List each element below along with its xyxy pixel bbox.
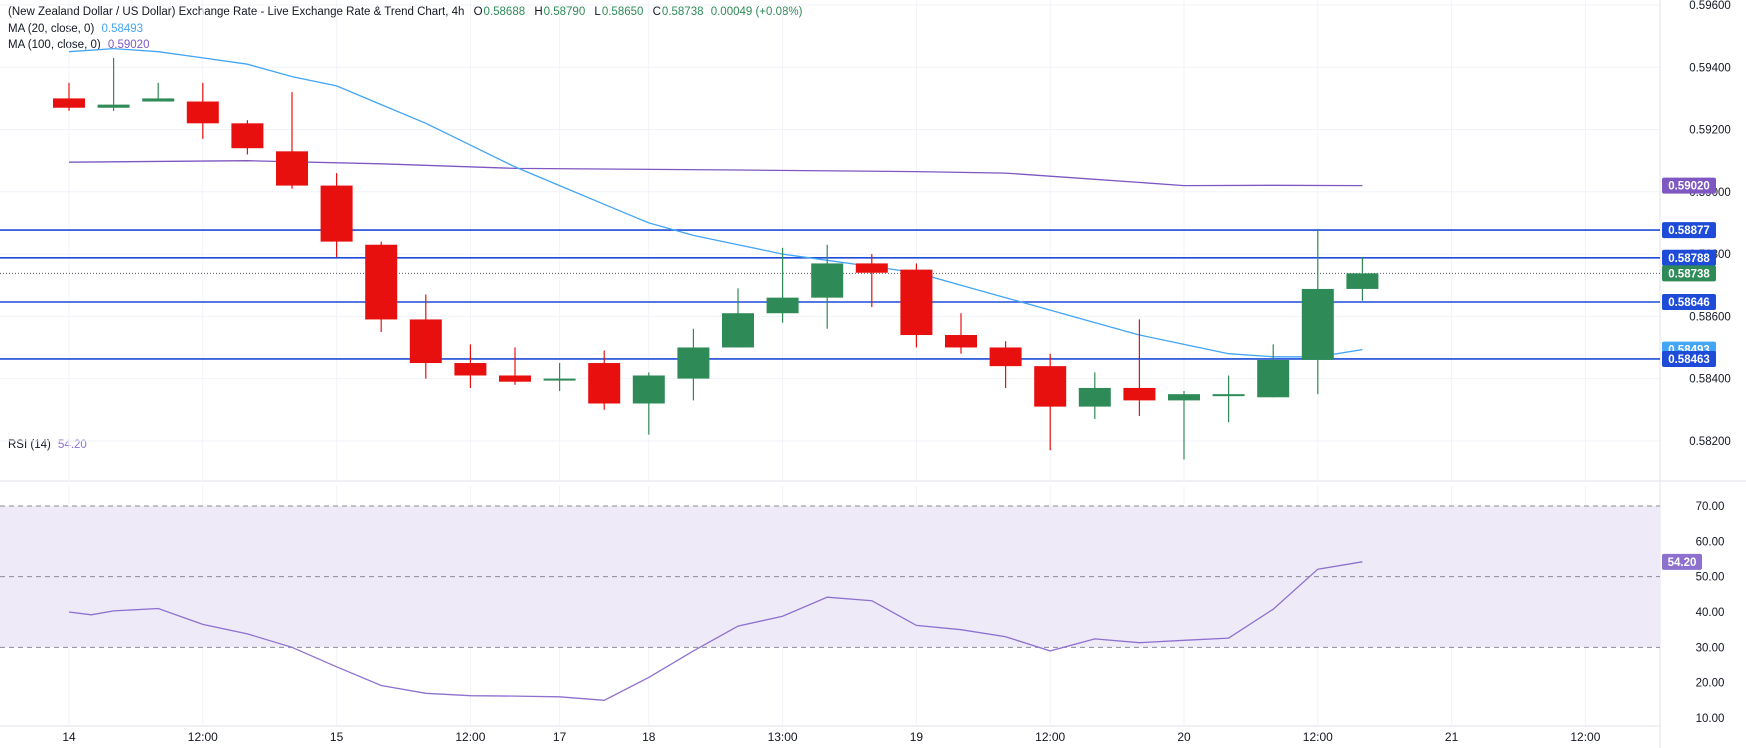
time-axis-label-4: 17 bbox=[553, 730, 567, 744]
candle-body-23 bbox=[1078, 387, 1111, 407]
price-tag-1: 0.58877 bbox=[1668, 225, 1710, 237]
price-axis-label-5: 0.58600 bbox=[1689, 311, 1731, 323]
price-tag-0: 0.59020 bbox=[1668, 181, 1710, 193]
ohlc-close-value: 0.58738 bbox=[661, 6, 704, 18]
candle-body-28 bbox=[1301, 288, 1334, 360]
ohlc-high-label: H bbox=[534, 6, 543, 18]
ohlc-open-label: O bbox=[473, 6, 483, 18]
candle-body-19 bbox=[900, 269, 933, 336]
price-tag-bg-4 bbox=[1662, 294, 1716, 311]
time-axis-label-3: 12:00 bbox=[455, 730, 485, 744]
price-tag-bg-6 bbox=[1662, 350, 1716, 367]
time-axis-label-8: 12:00 bbox=[1035, 730, 1065, 744]
rsi-value: 54.20 bbox=[58, 439, 87, 451]
ma100-line bbox=[68, 160, 1363, 187]
ohlc-change: 0.00049 (+0.08%) bbox=[710, 6, 803, 18]
rsi-axis-label-6: 10.00 bbox=[1696, 713, 1725, 725]
candle-body-20 bbox=[945, 335, 977, 348]
candle-body-24 bbox=[1123, 387, 1156, 401]
ma100-value: 0.59020 bbox=[107, 39, 150, 51]
rsi-tag: 54.20 bbox=[1668, 557, 1697, 569]
price-axis-label-1: 0.59400 bbox=[1689, 62, 1731, 74]
candle-body-4 bbox=[231, 123, 264, 149]
time-axis-label-7: 19 bbox=[910, 730, 924, 744]
chart-title-row: (New Zealand Dollar / US Dollar) Exchang… bbox=[8, 6, 802, 18]
candle-body-9 bbox=[454, 363, 487, 376]
price-axis-label-0: 0.59600 bbox=[1689, 0, 1731, 12]
ma100-label: MA (100, close, 0) bbox=[8, 39, 101, 51]
rsi-axis-label-1: 60.00 bbox=[1696, 536, 1725, 548]
ma20-legend[interactable]: MA (20, close, 0) 0.58493 bbox=[8, 23, 143, 35]
ohlc-open-value: 0.58688 bbox=[483, 6, 526, 18]
rsi-label: RSI (14) bbox=[8, 439, 51, 451]
price-tag-bg-0 bbox=[1662, 177, 1716, 194]
candle-body-7 bbox=[365, 244, 398, 320]
ma20-value: 0.58493 bbox=[101, 23, 144, 35]
price-axis-label-6: 0.58400 bbox=[1689, 374, 1731, 386]
candle-body-5 bbox=[276, 151, 308, 186]
candle-body-29 bbox=[1346, 273, 1379, 289]
price-tag-2: 0.58788 bbox=[1668, 253, 1710, 265]
candle-body-16 bbox=[766, 297, 799, 314]
price-tag-6: 0.58463 bbox=[1668, 354, 1710, 366]
price-axis-label-7: 0.58200 bbox=[1689, 436, 1731, 448]
candle-body-2 bbox=[142, 98, 175, 102]
time-axis-label-6: 13:00 bbox=[768, 730, 798, 744]
price-tag-4: 0.58646 bbox=[1668, 297, 1710, 309]
time-axis-label-9: 20 bbox=[1177, 730, 1191, 744]
candle-body-18 bbox=[855, 263, 888, 273]
candle-body-27 bbox=[1257, 359, 1290, 398]
ma20-line bbox=[68, 47, 1363, 358]
candle-body-14 bbox=[677, 347, 710, 379]
price-axis-label-2: 0.59200 bbox=[1689, 125, 1731, 137]
price-tag-bg-3 bbox=[1662, 265, 1716, 282]
time-axis-label-2: 15 bbox=[330, 730, 344, 744]
candle-body-3 bbox=[186, 101, 219, 124]
time-axis-label-1: 12:00 bbox=[188, 730, 218, 744]
candle-body-11 bbox=[543, 378, 576, 381]
time-axis-label-0: 14 bbox=[62, 730, 76, 744]
time-axis-label-11: 21 bbox=[1445, 730, 1459, 744]
rsi-legend[interactable]: RSI (14) 54.20 bbox=[8, 439, 87, 451]
ma20-label: MA (20, close, 0) bbox=[8, 23, 95, 35]
candle-body-25 bbox=[1168, 394, 1200, 401]
ma100-legend[interactable]: MA (100, close, 0) 0.59020 bbox=[8, 39, 149, 51]
time-axis-label-12: 12:00 bbox=[1570, 730, 1600, 744]
candle-body-10 bbox=[499, 375, 531, 382]
rsi-axis-label-2: 50.00 bbox=[1696, 572, 1725, 584]
time-axis-label-5: 18 bbox=[642, 730, 656, 744]
candle-body-21 bbox=[989, 347, 1022, 367]
candle-body-8 bbox=[409, 319, 442, 364]
ohlc-low-value: 0.58650 bbox=[601, 6, 644, 18]
ohlc-high-value: 0.58790 bbox=[543, 6, 586, 18]
candle-body-26 bbox=[1212, 394, 1245, 397]
candle-body-1 bbox=[97, 104, 130, 108]
candle-body-12 bbox=[588, 363, 621, 404]
candle-body-17 bbox=[811, 263, 844, 298]
rsi-axis-label-0: 70.00 bbox=[1696, 501, 1725, 513]
candle-body-13 bbox=[632, 375, 665, 404]
price-tag-3: 0.58738 bbox=[1668, 268, 1710, 280]
candle-body-15 bbox=[722, 313, 754, 348]
candle-body-6 bbox=[320, 185, 353, 242]
candle-body-0 bbox=[53, 98, 85, 108]
candle-body-22 bbox=[1034, 366, 1067, 407]
rsi-axis-label-4: 30.00 bbox=[1696, 642, 1725, 654]
chart-title: (New Zealand Dollar / US Dollar) Exchang… bbox=[8, 6, 465, 18]
rsi-axis-label-5: 20.00 bbox=[1696, 678, 1725, 690]
price-tag-bg-1 bbox=[1662, 222, 1716, 239]
time-axis-label-10: 12:00 bbox=[1303, 730, 1333, 744]
price-tag-bg-2 bbox=[1662, 249, 1716, 266]
rsi-line bbox=[68, 561, 1363, 701]
rsi-axis-label-3: 40.00 bbox=[1696, 607, 1725, 619]
ohlc-close-label: C bbox=[652, 6, 661, 18]
ohlc-low-label: L bbox=[594, 6, 601, 18]
rsi-tag-bg bbox=[1662, 553, 1702, 570]
